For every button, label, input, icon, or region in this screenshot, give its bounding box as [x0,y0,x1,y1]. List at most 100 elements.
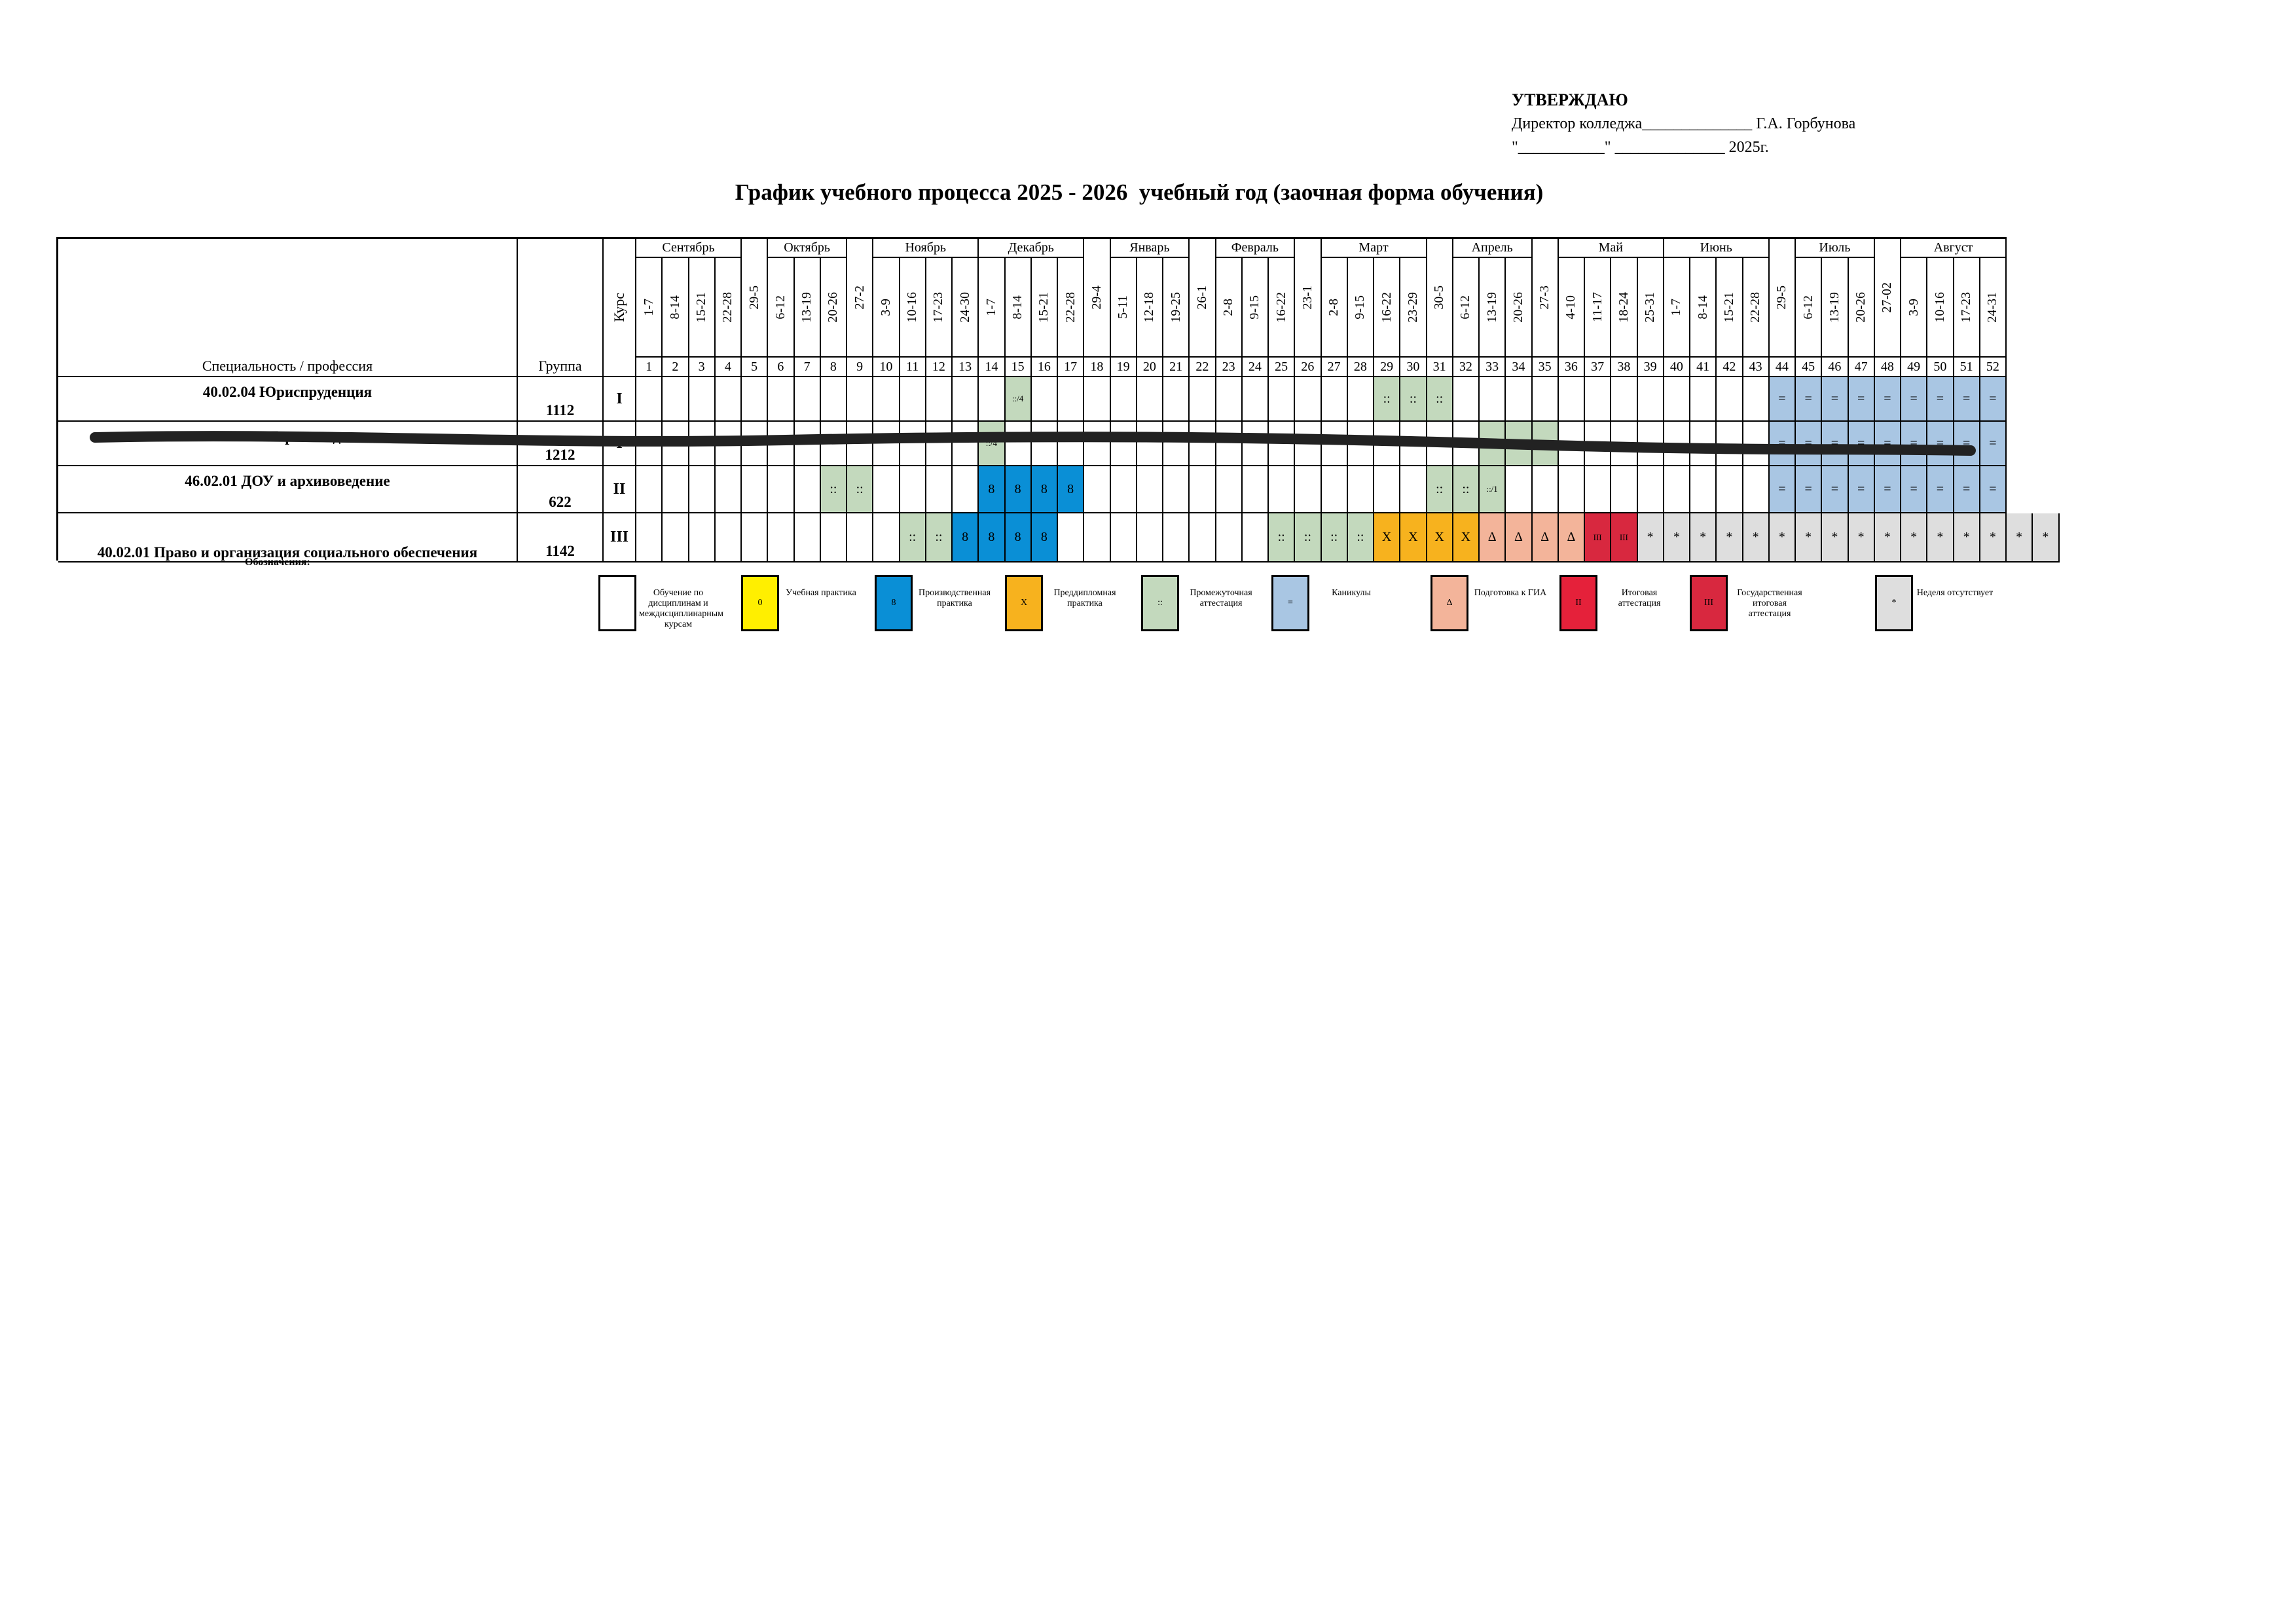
approval: УТВЕРЖДАЮ [1512,90,1628,109]
week-cell [768,422,795,466]
week-number: 40 [1664,358,1690,377]
week-cell [900,422,926,466]
week-cell: ::/1 [1480,466,1506,513]
week-cell: * [1769,513,1796,563]
week-dates: 6-12 [1796,258,1823,358]
week-cell [1664,466,1690,513]
week-dates-text: 11-17 [1590,292,1605,322]
header-course: Курс [604,239,636,377]
week-cell: = [1901,466,1928,513]
week-dates: 5-11 [1110,258,1137,358]
week-dates: 9-15 [1347,258,1374,358]
week-cell: 8 [979,466,1006,513]
week-cell [1717,422,1743,466]
week-cell [1216,377,1243,422]
week-number: 46 [1822,358,1849,377]
legend-label: Преддипломная практика [1053,588,1116,608]
week-cell [794,422,821,466]
week-dates: 22-28 [1058,258,1085,358]
week-dates-text: 8-14 [1010,295,1025,320]
week-cell: 8 [1031,466,1058,513]
week-cell [1110,513,1137,563]
week-cell [1690,377,1717,422]
week-cell [1374,422,1401,466]
week-cell: :: [900,513,926,563]
date-line: "___________" ______________ 2025г. [1512,139,1769,156]
week-cell [1453,377,1480,422]
week-cell [1269,377,1296,422]
week-dates-text: 12-18 [1142,291,1157,323]
week-cell [1084,466,1111,513]
week-cell: = [1927,422,1954,466]
week-cell [847,513,874,563]
week-number: 2 [663,358,689,377]
month: Июнь [1664,239,1770,258]
week-number: 42 [1717,358,1743,377]
month: Июль [1796,239,1875,258]
week-cell: = [1822,422,1849,466]
week-cell [953,377,979,422]
week-cell: X [1453,513,1480,563]
week-dates: 24-30 [953,258,979,358]
week-dates-text: 20-26 [1510,291,1525,323]
week-cell: * [1927,513,1954,563]
week-cell: = [1796,422,1823,466]
week-cell: :: [926,513,953,563]
week-cell [1242,422,1269,466]
week-cell: :: [1427,377,1453,422]
week-cell [1558,466,1585,513]
week-cell: 8 [1005,513,1032,563]
week-cell [1347,377,1374,422]
week-cell: :: [1347,513,1374,563]
header-course-text: Курс [611,293,627,322]
week-cell [636,377,663,422]
week-dates-text: 10-16 [905,291,920,323]
week-dates: 16-22 [1374,258,1401,358]
week-cell [1163,466,1190,513]
legend-swatch: 8 [875,575,913,631]
week-dates-text: 15-21 [1036,291,1051,323]
week-dates: 29-5 [742,239,769,358]
week-dates-text: 6-12 [1458,295,1473,320]
legend-label: Производственная практика [918,588,991,608]
week-dates: 20-26 [820,258,847,358]
week-cell: X [1427,513,1453,563]
week-cell [715,422,742,466]
week-cell [794,377,821,422]
week-cell: Δ [1480,513,1506,563]
week-dates: 22-28 [1743,258,1770,358]
week-cell: = [1980,377,2007,422]
legend-swatch: * [1875,575,1913,631]
week-dates: 29-4 [1084,239,1111,358]
week-cell [953,422,979,466]
week-dates-text: 9-15 [1353,295,1368,320]
week-number: 12 [926,358,953,377]
week-cell: = [1848,466,1875,513]
legend-label: Государственная итоговая аттестация [1737,588,1802,619]
week-cell [1664,422,1690,466]
week-cell [1137,513,1163,563]
month: Январь [1110,239,1190,258]
week-cell: :: [1453,466,1480,513]
week-cell [873,422,900,466]
week-cell: * [1690,513,1717,563]
legend-label: Каникулы [1332,588,1371,598]
week-number: 15 [1005,358,1032,377]
week-cell [873,466,900,513]
week-cell [1137,377,1163,422]
week-cell: = [1954,377,1980,422]
week-number: 5 [742,358,769,377]
week-cell [1295,422,1322,466]
week-cell [1084,422,1111,466]
week-number: 23 [1216,358,1243,377]
week-cell [689,377,716,422]
week-dates-text: 9-15 [1247,295,1262,320]
week-cell [1347,422,1374,466]
course: II [604,466,636,513]
week-cell: = [1848,377,1875,422]
week-cell [926,422,953,466]
week-dates-text: 13-19 [1827,291,1842,323]
week-dates-text: 2-8 [1221,298,1236,316]
week-dates: 15-21 [1031,258,1058,358]
month: Декабрь [979,239,1085,258]
